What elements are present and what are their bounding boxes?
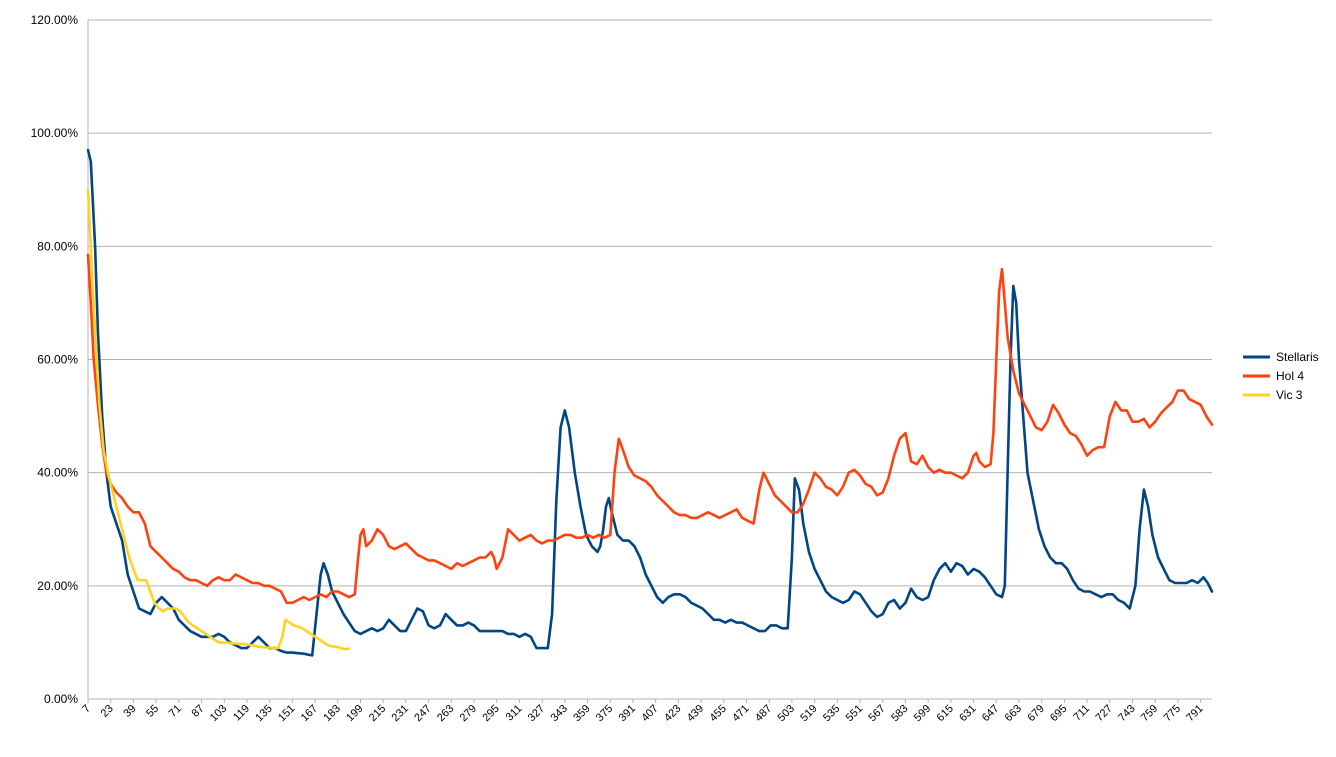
x-tick-label: 535 bbox=[821, 703, 842, 724]
x-tick-label: 695 bbox=[1048, 703, 1069, 724]
legend-label: Vic 3 bbox=[1276, 388, 1303, 402]
x-tick-label: 743 bbox=[1116, 703, 1137, 724]
x-tick-label: 791 bbox=[1184, 703, 1205, 724]
x-tick-label: 215 bbox=[367, 703, 388, 724]
x-tick-label: 759 bbox=[1139, 703, 1160, 724]
x-tick-label: 135 bbox=[253, 703, 274, 724]
x-tick-label: 183 bbox=[321, 703, 342, 724]
y-tick-label: 0.00% bbox=[44, 692, 78, 706]
x-tick-label: 23 bbox=[99, 703, 116, 720]
x-tick-label: 487 bbox=[753, 703, 774, 724]
x-tick-label: 359 bbox=[571, 703, 592, 724]
series-line-vic-3 bbox=[86, 188, 351, 651]
y-tick-label: 100.00% bbox=[31, 126, 79, 140]
legend-label: Hol 4 bbox=[1276, 369, 1304, 383]
series-line-stellaris bbox=[86, 148, 1214, 657]
y-tick-label: 120.00% bbox=[31, 13, 79, 27]
y-tick-label: 40.00% bbox=[37, 466, 78, 480]
x-tick-label: 199 bbox=[344, 703, 365, 724]
x-tick-label: 471 bbox=[730, 703, 751, 724]
x-tick-label: 455 bbox=[707, 703, 728, 724]
x-tick-label: 231 bbox=[390, 703, 411, 724]
x-tick-label: 151 bbox=[276, 703, 297, 724]
x-tick-label: 119 bbox=[231, 703, 252, 724]
x-tick-label: 391 bbox=[617, 703, 638, 724]
x-tick-label: 439 bbox=[685, 703, 706, 724]
x-tick-label: 727 bbox=[1093, 703, 1114, 724]
x-tick-label: 551 bbox=[844, 703, 865, 724]
series-line-hol-4 bbox=[86, 253, 1214, 605]
x-tick-label: 647 bbox=[980, 703, 1001, 724]
gridlines bbox=[88, 19, 1212, 587]
x-tick-label: 407 bbox=[639, 703, 660, 724]
x-tick-label: 103 bbox=[208, 703, 229, 724]
legend: Stellaris Hol 4 Vic 3 bbox=[1243, 350, 1319, 402]
x-tick-label: 631 bbox=[957, 703, 978, 724]
x-tick-label: 279 bbox=[458, 703, 479, 724]
x-tick-label: 39 bbox=[121, 703, 138, 720]
x-tick-label: 711 bbox=[1071, 703, 1092, 724]
x-tick-label: 327 bbox=[526, 703, 547, 724]
x-tick-label: 503 bbox=[776, 703, 797, 724]
x-tick-label: 71 bbox=[167, 703, 184, 720]
x-tick-label: 423 bbox=[662, 703, 683, 724]
x-tick-label: 87 bbox=[190, 703, 207, 720]
y-tick-label: 60.00% bbox=[37, 353, 78, 367]
y-tick-labels: 0.00% 20.00% 40.00% 60.00% 80.00% 100.00% 120.… bbox=[31, 13, 79, 706]
legend-label: Stellaris bbox=[1276, 350, 1319, 364]
x-tick-label: 375 bbox=[594, 703, 615, 724]
x-tick-label: 663 bbox=[1003, 703, 1024, 724]
x-tick-label: 311 bbox=[504, 703, 525, 724]
x-tick-label: 247 bbox=[412, 703, 433, 724]
x-tick-label: 167 bbox=[299, 703, 320, 724]
x-tick-label: 55 bbox=[144, 703, 161, 720]
x-tick-label: 519 bbox=[798, 703, 819, 724]
x-tick-label: 599 bbox=[912, 703, 933, 724]
x-tick-labels: 7 23 39 55 71 87 103 119 135 151 167 183 199 215 231 24… bbox=[80, 703, 1205, 724]
x-tick-label: 679 bbox=[1025, 703, 1046, 724]
x-tick-label: 615 bbox=[935, 703, 956, 724]
x-tick-label: 263 bbox=[435, 703, 456, 724]
x-tick-label: 583 bbox=[889, 703, 910, 724]
y-tick-label: 80.00% bbox=[37, 239, 78, 253]
x-tick-label: 295 bbox=[480, 703, 501, 724]
x-tick-label: 775 bbox=[1162, 703, 1183, 724]
x-tick-label: 343 bbox=[549, 703, 570, 724]
x-tick-label: 7 bbox=[80, 703, 93, 716]
series-lines bbox=[86, 148, 1214, 657]
axes bbox=[87, 20, 1212, 703]
x-tick-label: 567 bbox=[866, 703, 887, 724]
y-tick-label: 20.00% bbox=[37, 579, 78, 593]
